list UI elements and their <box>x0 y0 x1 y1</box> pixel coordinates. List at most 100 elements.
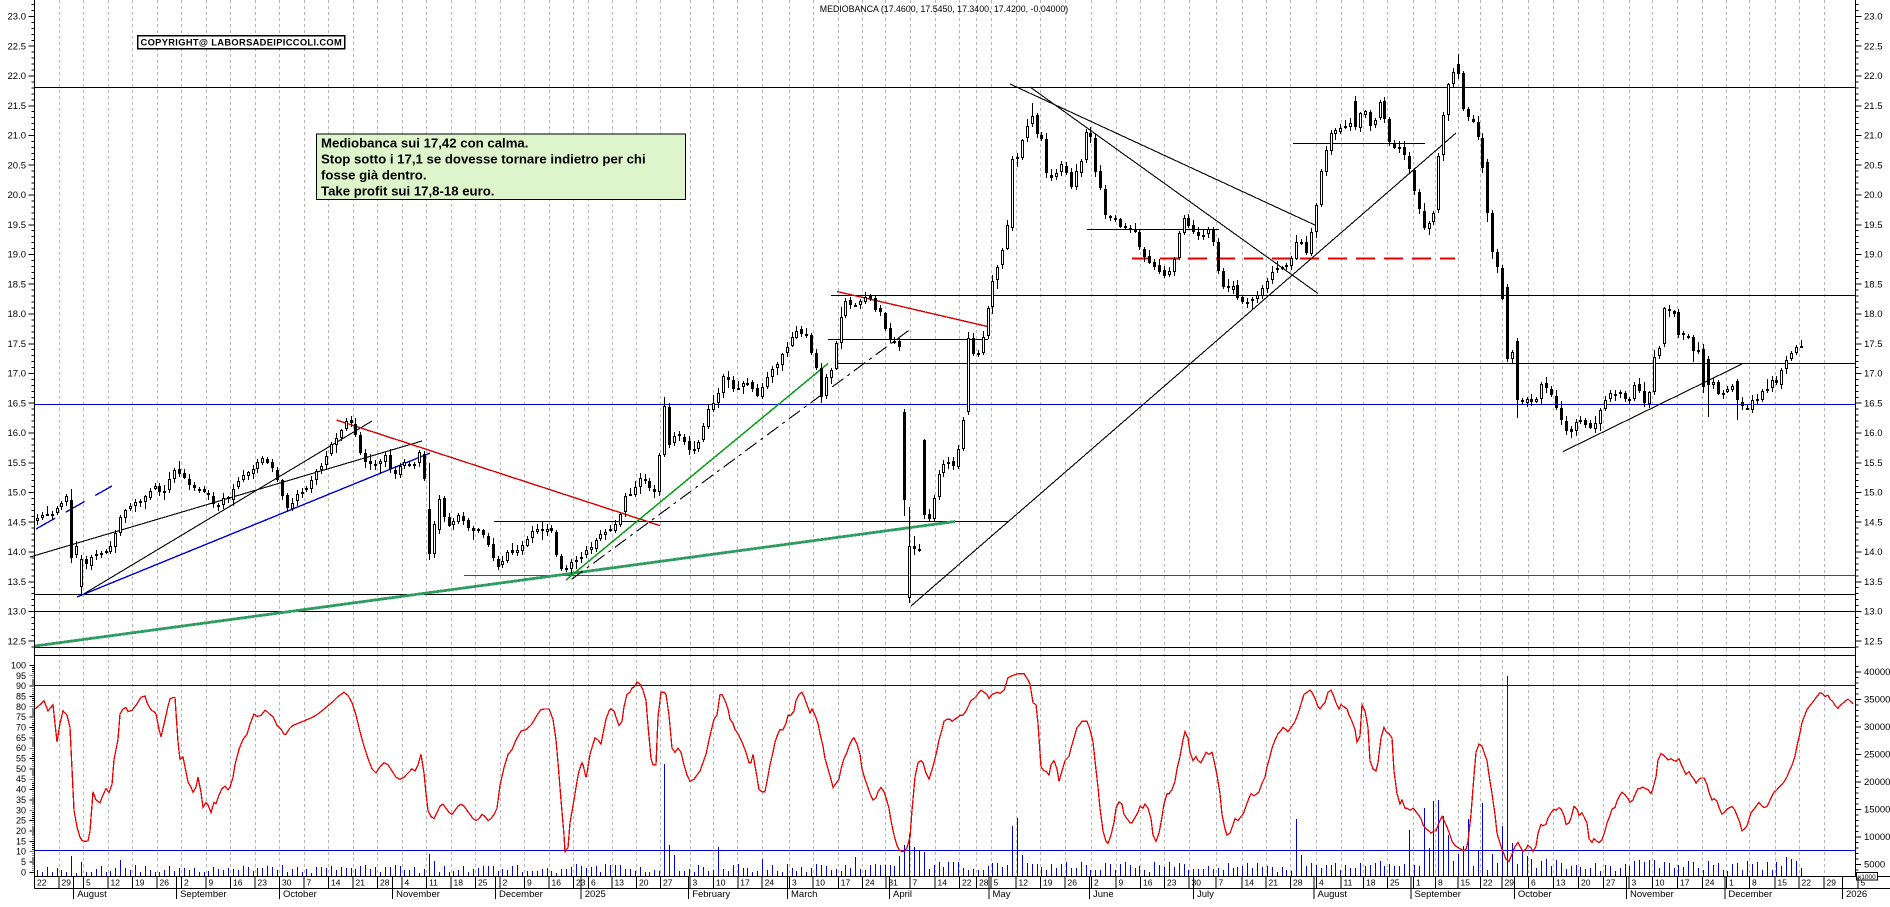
svg-text:2: 2 <box>184 878 189 888</box>
svg-text:17.5: 17.5 <box>1864 339 1883 350</box>
svg-text:December: December <box>499 889 543 900</box>
svg-text:65: 65 <box>16 733 26 743</box>
svg-text:25: 25 <box>478 878 488 888</box>
svg-text:April: April <box>893 889 912 900</box>
svg-text:4: 4 <box>1319 878 1324 888</box>
svg-text:7: 7 <box>1219 878 1224 888</box>
svg-text:5: 5 <box>21 857 26 867</box>
svg-text:MEDIOBANCA (17.4600, 17.5450,: MEDIOBANCA (17.4600, 17.5450, 17.3400, 1… <box>820 4 1069 14</box>
svg-text:20.0: 20.0 <box>1864 190 1883 201</box>
svg-text:15.5: 15.5 <box>1864 458 1883 469</box>
svg-text:December: December <box>1728 889 1772 900</box>
svg-text:14: 14 <box>331 878 341 888</box>
svg-text:15.0: 15.0 <box>1864 488 1883 499</box>
svg-text:2025: 2025 <box>585 889 606 900</box>
svg-text:September: September <box>180 889 226 900</box>
svg-text:4: 4 <box>405 878 410 888</box>
svg-text:13: 13 <box>1556 878 1566 888</box>
svg-text:30: 30 <box>282 878 292 888</box>
svg-text:17.0: 17.0 <box>8 369 27 380</box>
svg-text:18: 18 <box>1366 878 1376 888</box>
svg-text:25: 25 <box>16 816 26 826</box>
svg-text:19: 19 <box>1043 878 1053 888</box>
svg-text:18.5: 18.5 <box>8 279 27 290</box>
svg-text:9: 9 <box>527 878 532 888</box>
svg-text:7: 7 <box>307 878 312 888</box>
svg-text:16.0: 16.0 <box>8 428 27 439</box>
svg-text:20.0: 20.0 <box>8 190 27 201</box>
svg-text:9: 9 <box>1119 878 1124 888</box>
svg-text:5: 5 <box>994 878 999 888</box>
svg-text:1: 1 <box>1729 878 1734 888</box>
svg-text:22.0: 22.0 <box>8 71 27 82</box>
svg-text:13.0: 13.0 <box>1864 607 1883 618</box>
svg-text:23: 23 <box>258 878 268 888</box>
svg-text:16: 16 <box>552 878 562 888</box>
svg-text:2: 2 <box>1094 878 1099 888</box>
svg-text:10: 10 <box>816 878 826 888</box>
svg-text:17.0: 17.0 <box>1864 369 1883 380</box>
svg-text:May: May <box>993 889 1011 900</box>
svg-text:100: 100 <box>11 660 26 670</box>
svg-text:July: July <box>1197 889 1214 900</box>
svg-text:60: 60 <box>16 743 26 753</box>
svg-text:15: 15 <box>1778 878 1788 888</box>
svg-text:28: 28 <box>979 878 989 888</box>
svg-text:10: 10 <box>716 878 726 888</box>
svg-text:95: 95 <box>16 671 26 681</box>
svg-text:20.5: 20.5 <box>1864 160 1883 171</box>
svg-text:14.0: 14.0 <box>8 547 27 558</box>
svg-text:26: 26 <box>1068 878 1078 888</box>
svg-text:31: 31 <box>888 878 898 888</box>
svg-text:17.5: 17.5 <box>8 339 27 350</box>
svg-text:13: 13 <box>615 878 625 888</box>
svg-text:21.0: 21.0 <box>8 131 27 142</box>
svg-text:13.5: 13.5 <box>1864 577 1883 588</box>
svg-text:23: 23 <box>1167 878 1177 888</box>
svg-text:19.0: 19.0 <box>1864 250 1883 261</box>
svg-text:20000: 20000 <box>1864 777 1890 788</box>
svg-text:40000: 40000 <box>1864 667 1890 678</box>
svg-text:29: 29 <box>1827 878 1837 888</box>
svg-text:22: 22 <box>1802 878 1812 888</box>
svg-text:x1000: x1000 <box>1858 874 1876 881</box>
svg-text:23.0: 23.0 <box>1864 12 1883 23</box>
svg-text:March: March <box>791 889 817 900</box>
svg-text:12.5: 12.5 <box>1864 637 1883 648</box>
svg-text:17: 17 <box>841 878 851 888</box>
svg-text:September: September <box>1415 889 1461 900</box>
svg-text:November: November <box>396 889 440 900</box>
svg-text:50: 50 <box>16 764 26 774</box>
svg-text:14.5: 14.5 <box>1864 518 1883 529</box>
svg-text:12: 12 <box>111 878 121 888</box>
svg-text:28: 28 <box>1293 878 1303 888</box>
svg-text:22.5: 22.5 <box>1864 42 1883 53</box>
svg-text:16.5: 16.5 <box>1864 398 1883 409</box>
svg-text:June: June <box>1093 889 1114 900</box>
svg-text:November: November <box>1630 889 1674 900</box>
svg-text:22.0: 22.0 <box>1864 71 1883 82</box>
svg-text:16: 16 <box>1143 878 1153 888</box>
svg-text:19.0: 19.0 <box>8 250 27 261</box>
svg-text:18: 18 <box>454 878 464 888</box>
svg-text:16: 16 <box>233 878 243 888</box>
svg-text:6: 6 <box>1531 878 1536 888</box>
svg-text:22: 22 <box>962 878 972 888</box>
svg-text:Stop sotto i 17,1 se dovesse t: Stop sotto i 17,1 se dovesse tornare ind… <box>321 152 646 167</box>
svg-text:18.5: 18.5 <box>1864 279 1883 290</box>
svg-text:15.5: 15.5 <box>8 458 27 469</box>
svg-text:0: 0 <box>21 867 26 877</box>
svg-text:20.5: 20.5 <box>8 160 27 171</box>
svg-text:3: 3 <box>693 878 698 888</box>
svg-text:October: October <box>283 889 317 900</box>
svg-text:Mediobanca sui 17,42 con calma: Mediobanca sui 17,42 con calma. <box>321 136 528 151</box>
svg-text:70: 70 <box>16 723 26 733</box>
svg-text:18.0: 18.0 <box>8 309 27 320</box>
svg-text:27: 27 <box>1606 878 1616 888</box>
svg-text:12.5: 12.5 <box>8 637 27 648</box>
svg-text:28: 28 <box>380 878 390 888</box>
svg-text:18.0: 18.0 <box>1864 309 1883 320</box>
svg-text:COPYRIGHT@ LABORSADEIPICCOLI.C: COPYRIGHT@ LABORSADEIPICCOLI.COM <box>141 38 343 48</box>
svg-text:23.0: 23.0 <box>8 12 27 23</box>
svg-text:8: 8 <box>1438 878 1443 888</box>
